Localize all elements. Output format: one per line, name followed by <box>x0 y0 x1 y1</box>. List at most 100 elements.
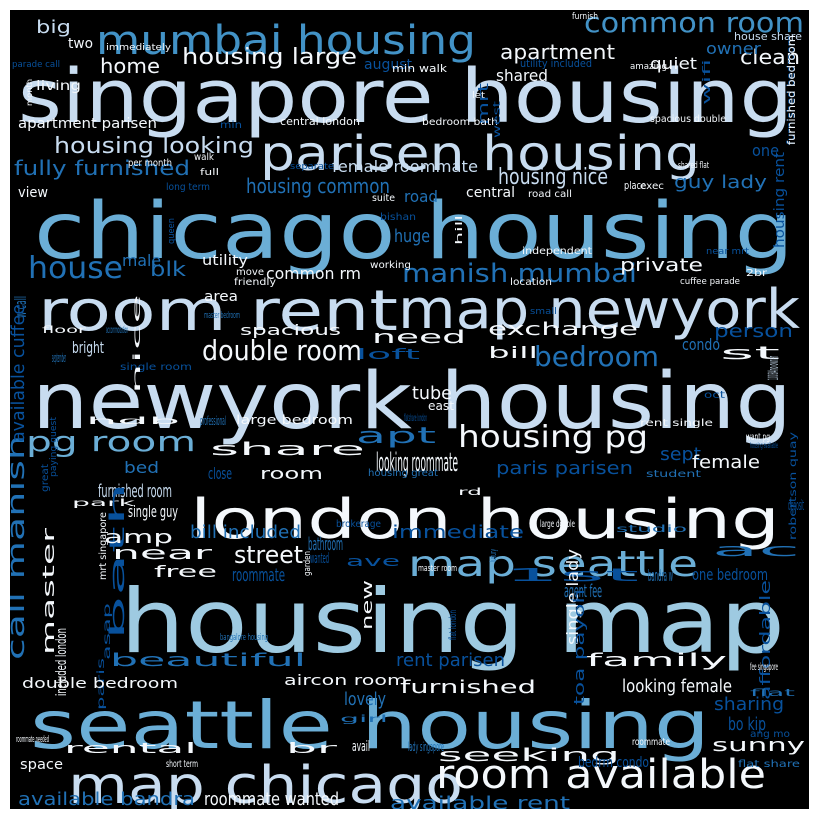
word-flat-share: flat share <box>738 759 800 770</box>
word-avail: avail <box>352 739 370 755</box>
word-person: person <box>714 321 793 342</box>
word-shared: shared <box>496 66 548 85</box>
word-br: br <box>286 741 338 757</box>
word-short-term: short term <box>166 759 198 770</box>
word-private: private <box>620 255 703 276</box>
word-view: view <box>18 185 48 201</box>
word-condo: condo <box>682 335 720 354</box>
word-2br: 2br <box>746 268 768 279</box>
word-flat-london: flat london <box>448 610 459 640</box>
word-room-rent: room rent <box>38 279 398 344</box>
word-common-rm: common rm <box>266 264 361 283</box>
word-singapore-housing: singapore housing <box>18 54 793 140</box>
word-september: september <box>52 351 66 365</box>
word-mrt: mrt <box>476 82 492 125</box>
word-immediately: immediately <box>106 43 172 53</box>
word-female-roommate: female roommate <box>332 157 478 176</box>
word-map-seattle: map seattle <box>408 544 698 585</box>
word-room: room <box>260 464 323 483</box>
word-sept: sept <box>660 444 701 465</box>
word-floor: floor <box>42 325 88 336</box>
word-bed: bed <box>124 458 159 477</box>
word-park: park <box>72 498 136 509</box>
word-housing-looking: housing looking <box>54 134 254 159</box>
word-asap: asap <box>102 603 113 660</box>
word-master-bedroom: master bedroom <box>204 311 240 321</box>
word-seeking: seeking <box>438 745 620 766</box>
word-common-room: common room <box>584 10 804 39</box>
word-housing-nice: housing nice <box>498 165 608 190</box>
word-utility-included: utility included <box>520 57 592 70</box>
word-close: close <box>208 464 232 483</box>
word-small: small <box>530 307 557 317</box>
word-mrt-singapore: mrt singapore <box>98 512 109 580</box>
word-central: central <box>466 185 515 201</box>
word-hill: hill <box>455 215 465 245</box>
word-rd: rd <box>458 487 482 498</box>
word-map-newyork: map newyork <box>398 278 801 341</box>
word-male: male <box>122 251 161 270</box>
word-blk: blk <box>150 257 186 281</box>
word-east: east <box>428 399 454 413</box>
word-great: great <box>40 464 51 492</box>
word-w-call: w call <box>11 296 30 318</box>
word-min-walk: min walk <box>392 62 448 75</box>
word-toa-payoh: toa payoh <box>572 589 588 705</box>
word-master: master <box>39 527 58 655</box>
word-roommate-wanted: roommate wanted <box>204 789 339 809</box>
word-long-term: long term <box>166 182 210 193</box>
word-friendly: friendly <box>234 277 276 288</box>
word-paris: paris <box>96 658 107 710</box>
word-immediate: immediate <box>392 522 524 543</box>
word-roommate-needed: roommate needed <box>16 735 49 745</box>
word-fee-singapore: fee singapore <box>750 662 778 673</box>
word-shared-flat: shared flat <box>678 161 709 171</box>
word-brokerage: brokerage <box>336 519 381 530</box>
word-month: month <box>25 79 34 106</box>
word-apartment: apartment <box>500 40 615 64</box>
word-home: home <box>100 54 160 78</box>
word-single-guy: single guy <box>128 502 178 521</box>
word-bill-included: bill included <box>190 522 301 543</box>
word-looking-roommate: looking roommate <box>376 448 458 478</box>
word-one: one <box>752 141 779 160</box>
word-wanted: wanted <box>310 551 329 567</box>
word-need: need <box>372 327 466 348</box>
word-exec: exec <box>640 181 664 192</box>
word-cloud: singapore housing chicago housing newyork … <box>10 10 806 809</box>
word-amp: amp <box>104 527 173 548</box>
word-aircon-room: aircon room <box>284 673 407 689</box>
word-fully-furnished: fully furnished <box>14 156 190 180</box>
word-newyork-housing: newyork housing <box>32 357 792 447</box>
word-quiet: quiet <box>650 54 697 73</box>
word-call-manish: call manish <box>10 435 30 660</box>
word-near-mrt: near mrt <box>706 247 749 257</box>
word-bedrm-condo: bedrm condo <box>578 755 649 771</box>
word-furnished-bedroom: furnished bedroom <box>784 35 797 145</box>
word-master-room: master room <box>418 564 457 574</box>
word-housing-great: housing great <box>368 468 438 479</box>
word-house-share: house share <box>734 30 802 43</box>
word-affordable: affordable <box>758 580 774 700</box>
word-two: two <box>68 36 93 52</box>
word-agent-fee: agent fee <box>564 581 602 602</box>
word-west: west <box>492 101 503 138</box>
word-housing-pg: housing pg <box>458 420 648 455</box>
word-ac: ac <box>712 540 800 561</box>
word-central-london: central london <box>280 115 360 128</box>
word-house: house <box>28 251 123 286</box>
word-furnished-room: furnished room <box>98 481 172 502</box>
word-wifi: wifi <box>700 59 713 105</box>
word-family: family <box>586 650 728 671</box>
word-available-rent: available rent <box>390 793 570 809</box>
word-pg-room: pg room <box>26 425 196 458</box>
word-london-housing: london housing <box>190 488 780 551</box>
word-professional: professional <box>200 414 226 428</box>
word-beautiful: beautiful <box>110 650 306 671</box>
word-new: new <box>360 580 376 630</box>
word-rental: rental <box>64 741 197 757</box>
word-bill: bill <box>488 343 538 362</box>
word-owner: owner <box>706 39 761 58</box>
word-housing-rent: housing rent <box>772 151 788 248</box>
word-apt: apt <box>356 424 437 449</box>
